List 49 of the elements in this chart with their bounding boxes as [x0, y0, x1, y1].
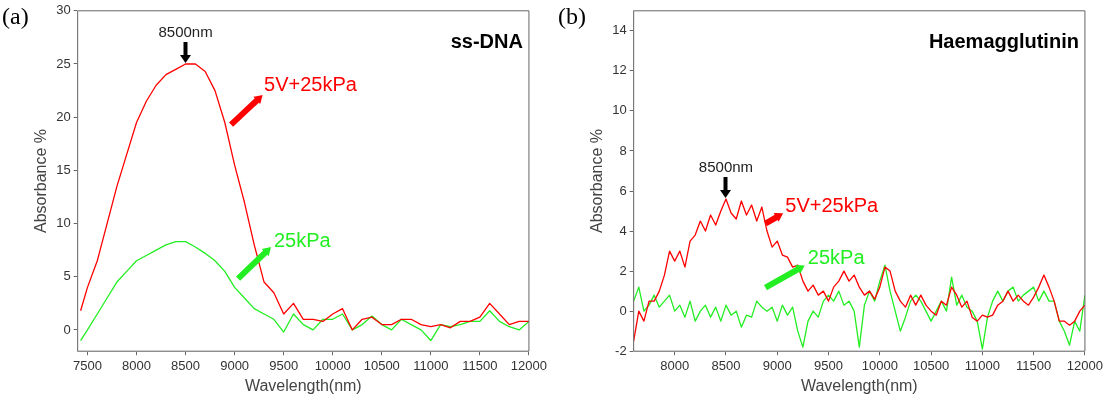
text: 5V+25kPa	[264, 72, 358, 95]
y-tick-label: 25	[56, 55, 71, 71]
chart-title: (b)	[558, 3, 586, 30]
legend-label: 5V+25kPa	[785, 194, 880, 217]
x-tick-label: 10000	[314, 357, 351, 373]
y-axis-title: Absorbance %	[588, 128, 606, 234]
annotation: 8500nm	[698, 157, 754, 175]
x-axis-title: Wavelength(nm)	[800, 376, 918, 394]
y-tick-label: 2	[619, 262, 627, 278]
x-tick-label: 9000	[220, 357, 250, 373]
y-axis-title: Absorbance %	[32, 128, 50, 234]
y-tick-label: 15	[56, 161, 71, 177]
y-tick-label: 5	[63, 268, 71, 284]
x-tick-label: 8500	[171, 357, 201, 373]
x-tick-label: 8500	[711, 357, 741, 373]
x-tick-label: 7500	[73, 357, 102, 373]
series-label: 25kPa	[807, 246, 866, 269]
y-tick-label: 6	[619, 182, 627, 198]
x-tick-label: 8000	[122, 357, 151, 373]
x-axis-title: Wavelength(nm)	[244, 376, 362, 394]
x-tick-label: 10000	[861, 357, 898, 373]
x-tick-label: 11000	[964, 357, 1000, 373]
y-tick-label: 30	[56, 2, 71, 18]
y-tick-label: 0	[619, 302, 627, 318]
y-tick-label: 14	[612, 22, 627, 38]
annotation: Haemagglutinin	[928, 30, 1079, 53]
y-tick-label: 10	[56, 215, 71, 231]
x-tick-label: 11000	[413, 357, 449, 373]
x-tick-label: 11500	[462, 357, 498, 373]
annotation: 8500nm	[158, 22, 213, 40]
x-tick-label: 10500	[363, 357, 400, 373]
y-tick-label: 0	[63, 321, 71, 337]
text: 25kPa	[273, 229, 332, 252]
chart-title: (a)	[2, 3, 29, 30]
x-tick-label: 9500	[269, 357, 299, 373]
y-tick-label: -2	[615, 342, 627, 358]
y-tick-label: 4	[619, 222, 627, 238]
annotation: ss-DNA	[450, 30, 523, 53]
x-tick-label: 11500	[1016, 357, 1052, 373]
y-tick-label: 12	[612, 62, 627, 78]
x-tick-label: 12000	[1066, 357, 1103, 373]
x-tick-label: 8000	[660, 357, 690, 373]
x-tick-label: 12000	[510, 357, 547, 373]
x-tick-label: 9500	[814, 357, 843, 373]
x-tick-label: 10500	[913, 357, 950, 373]
x-tick-label: 9000	[762, 357, 792, 373]
y-tick-label: 8	[619, 142, 627, 158]
y-tick-label: 10	[612, 102, 627, 118]
y-tick-label: 20	[56, 108, 71, 124]
